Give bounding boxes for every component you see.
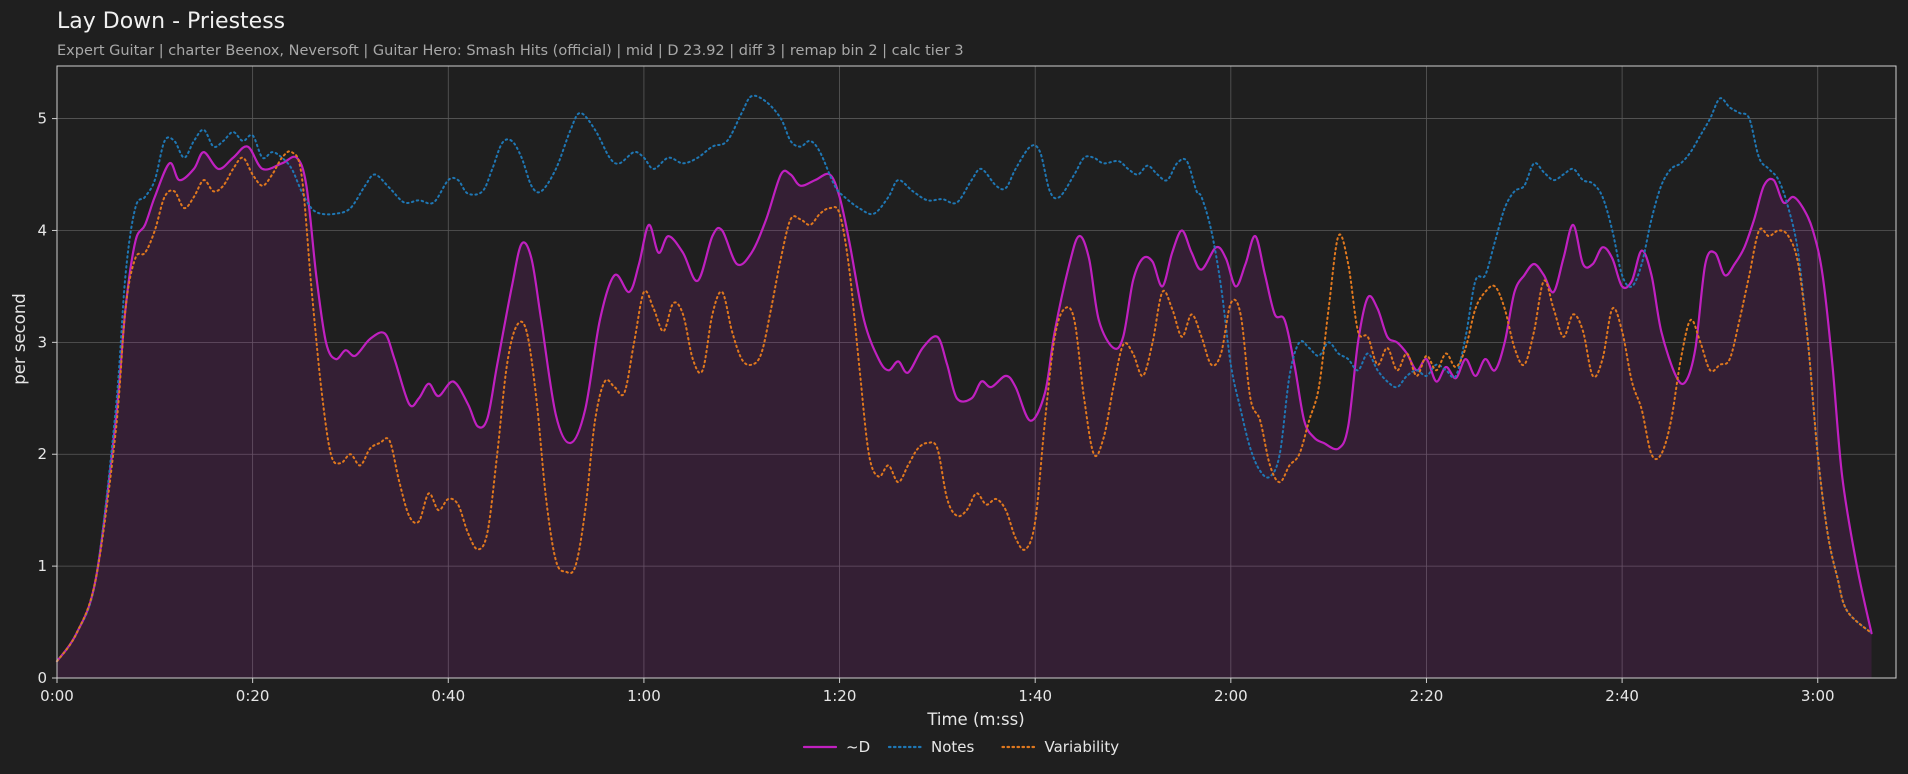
x-tick-label: 0:00	[40, 687, 74, 705]
series-line-d	[55, 145, 1873, 663]
x-tick-label: 2:20	[1410, 687, 1444, 705]
plot-frame	[56, 65, 1897, 679]
y-axis-label: per second	[10, 293, 29, 385]
legend-label: ~D	[846, 738, 870, 756]
y-tick-label: 1	[37, 557, 47, 575]
legend-label: Variability	[1045, 738, 1120, 756]
y-tick-label: 5	[37, 110, 47, 128]
x-tick-label: 3:00	[1801, 687, 1835, 705]
legend-item: Notes	[887, 738, 975, 756]
y-tick-label: 2	[37, 445, 47, 463]
x-axis-label: Time (m:ss)	[926, 710, 1024, 729]
y-tick-label: 0	[37, 669, 47, 687]
x-tick-label: 1:40	[1018, 687, 1052, 705]
x-tick-label: 1:20	[823, 687, 857, 705]
series-area-d	[57, 146, 1872, 678]
x-tick-label: 2:00	[1214, 687, 1248, 705]
series-lines	[55, 94, 1873, 663]
y-tick-label: 3	[37, 333, 47, 351]
chart-subtitle: Expert Guitar | charter Beenox, Neversof…	[57, 43, 964, 59]
series-line-variability	[56, 150, 1873, 663]
x-tick-label: 2:40	[1605, 687, 1639, 705]
legend-item: ~D	[802, 738, 870, 756]
x-axis: 0:00 0:20 0:40 1:00 1:20 1:40 2:00 2:20 2:40 3:00	[40, 678, 1835, 705]
series-line-notes	[56, 94, 1873, 663]
x-tick-label: 0:40	[431, 687, 465, 705]
series-fills	[57, 146, 1872, 678]
chart-title: Lay Down - Priestess	[57, 9, 285, 34]
legend-label: Notes	[931, 738, 975, 756]
y-tick-label: 4	[37, 221, 47, 239]
x-tick-label: 1:00	[627, 687, 661, 705]
legend-item: Variability	[1001, 738, 1120, 756]
x-tick-label: 0:20	[236, 687, 270, 705]
y-axis: 0 1 2 3 4 5	[37, 110, 57, 687]
legend: ~D Notes Variability	[802, 738, 1120, 756]
